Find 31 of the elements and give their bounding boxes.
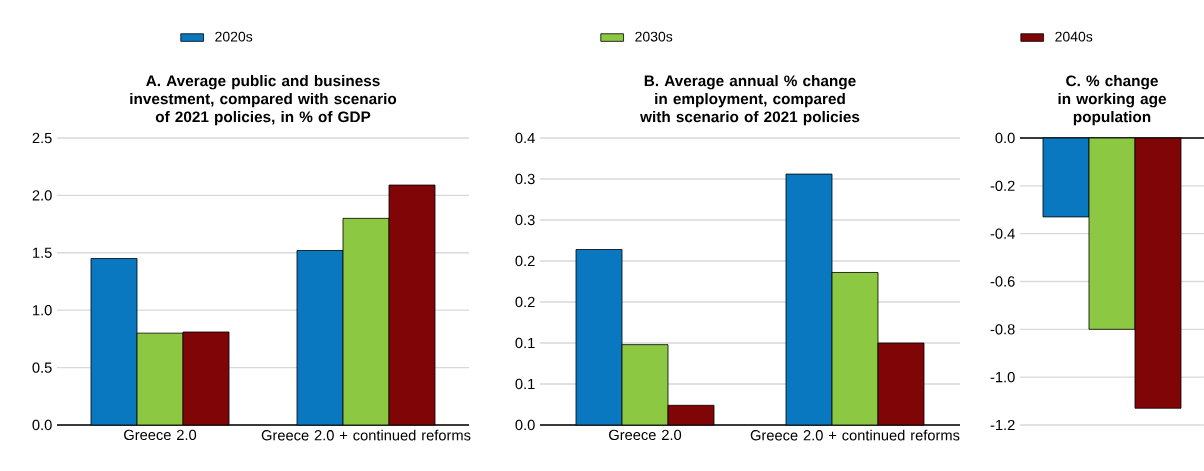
y-tick-label: 0.2 xyxy=(515,255,535,267)
y-tick-label: -1.0 xyxy=(990,371,1015,383)
chart-title: C. % change in working age population xyxy=(1058,75,1166,126)
x-tick-label: Greece 2.0 + continued reforms xyxy=(261,429,471,441)
y-tick-label: 0.0 xyxy=(995,132,1015,144)
y-tick-label: 0.0 xyxy=(515,419,535,431)
y-tick-label: 1.5 xyxy=(33,247,52,258)
y-tick-label: -1.2 xyxy=(990,419,1015,431)
y-tick-label: 0.4 xyxy=(515,132,535,144)
legend-label: 2040s xyxy=(1055,31,1093,42)
y-tick-label: 0.5 xyxy=(32,362,52,373)
y-tick-label: 2.0 xyxy=(32,190,52,201)
y-tick-label: 0.1 xyxy=(515,337,535,349)
y-tick-label: -0.8 xyxy=(990,324,1015,335)
legend-label: 2030s xyxy=(635,31,673,42)
x-tick-label: Greece 2.0 xyxy=(124,429,197,441)
y-tick-label: 0.1 xyxy=(515,378,535,390)
y-tick-label: -0.4 xyxy=(990,228,1015,239)
y-tick-label: 0.3 xyxy=(515,214,535,226)
y-tick-label: -0.6 xyxy=(990,276,1015,287)
y-tick-label: 1.0 xyxy=(33,305,52,316)
y-tick-label: 0.0 xyxy=(32,419,52,431)
y-tick-label: 0.3 xyxy=(515,173,535,185)
chart-title: B. Average annual % change in employment, compared with scenario of 2021 policies xyxy=(640,75,860,126)
y-tick-label: 2.5 xyxy=(32,132,52,144)
legend-label: 2020s xyxy=(215,31,253,42)
y-tick-label: 0.2 xyxy=(515,296,535,308)
x-tick-label: Greece 2.0 xyxy=(609,429,682,441)
chart-title: A. Average public and business investment, compared with scenario of 2021 policies, in % of GDP xyxy=(130,75,397,126)
y-tick-label: -0.2 xyxy=(990,180,1015,192)
x-tick-label: Greece 2.0 + continued reforms xyxy=(750,429,960,441)
